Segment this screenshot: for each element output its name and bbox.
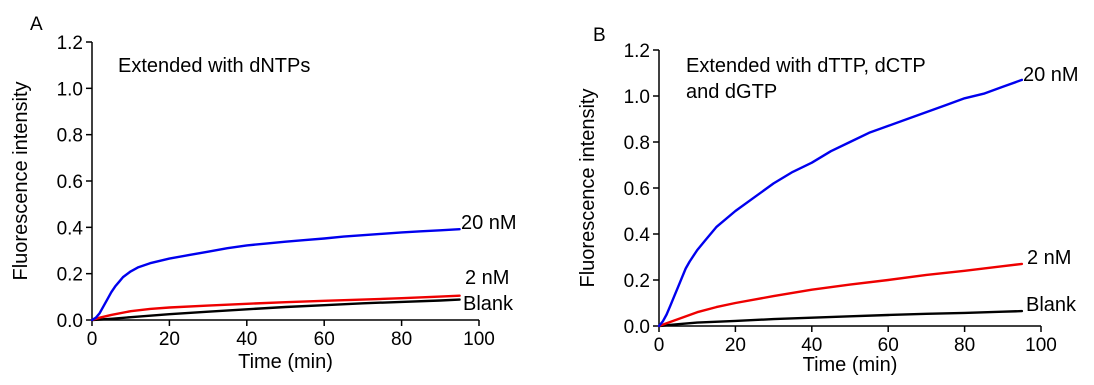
series-label: 2 nM [465, 267, 509, 289]
series-line-20-nm [657, 78, 1024, 328]
y-tick-label: 0.4 [57, 218, 84, 239]
series-label: 2 nM [1027, 247, 1071, 269]
y-tick-label: 0.8 [57, 126, 83, 147]
x-axis-label: Time (min) [238, 351, 333, 373]
x-tick-label: 60 [878, 335, 899, 356]
panel-a: A 0.0 0.2 0.4 0.6 0.8 1.0 1.2 0 20 40 60 80 100 Time (… [10, 14, 517, 373]
x-tick-label: 20 [725, 335, 746, 356]
x-tick-label: 20 [159, 329, 180, 350]
series-line-2-nm [90, 294, 461, 322]
panel-letter: A [30, 14, 43, 35]
x-tick-label: 60 [314, 329, 335, 350]
y-tick-label: 1.0 [57, 79, 83, 100]
y-tick-label: 0.2 [624, 271, 650, 292]
x-tick-label: 100 [463, 329, 495, 350]
x-tick-label: 0 [87, 329, 98, 350]
series-label: 20 nM [1023, 64, 1079, 86]
y-tick-label: 0.0 [624, 317, 650, 338]
series-label: Blank [1026, 294, 1077, 316]
panel-b: B 0.0 0.2 0.4 0.6 0.8 1.0 1.2 0 20 40 60 80 100 Time (… [577, 25, 1079, 376]
y-tick-label: 1.0 [624, 87, 650, 108]
series-label: Blank [463, 293, 514, 315]
annotation-text: Extended with dNTPs [118, 55, 310, 77]
y-tick-label: 0.6 [57, 172, 83, 193]
x-tick-label: 80 [954, 335, 975, 356]
y-tick-label: 1.2 [624, 41, 650, 62]
series-line-blank [90, 298, 461, 322]
x-tick-label: 80 [391, 329, 412, 350]
y-tick-label: 1.2 [57, 33, 83, 54]
y-tick-label: 0.8 [624, 133, 650, 154]
y-axis-label: Fluorescence intensity [577, 89, 599, 288]
y-tick-label: 0.4 [624, 225, 651, 246]
series-line-20-nm [90, 227, 461, 322]
x-tick-label: 0 [654, 335, 665, 356]
y-tick-label: 0.2 [57, 265, 83, 286]
x-tick-label: 100 [1025, 335, 1057, 356]
y-axis-label: Fluorescence intensity [10, 82, 32, 281]
panel-letter: B [593, 25, 606, 46]
annotation-text: Extended with dTTP, dCTP [686, 55, 926, 77]
annotation-text: and dGTP [686, 81, 777, 103]
series-label: 20 nM [461, 212, 517, 234]
series-line-blank [657, 309, 1024, 328]
y-tick-label: 0.6 [624, 179, 650, 200]
series-line-2-nm [657, 262, 1024, 328]
x-tick-label: 40 [236, 329, 257, 350]
x-tick-label: 40 [801, 335, 822, 356]
x-axis-label: Time (min) [803, 354, 898, 376]
y-tick-label: 0.0 [57, 311, 83, 332]
